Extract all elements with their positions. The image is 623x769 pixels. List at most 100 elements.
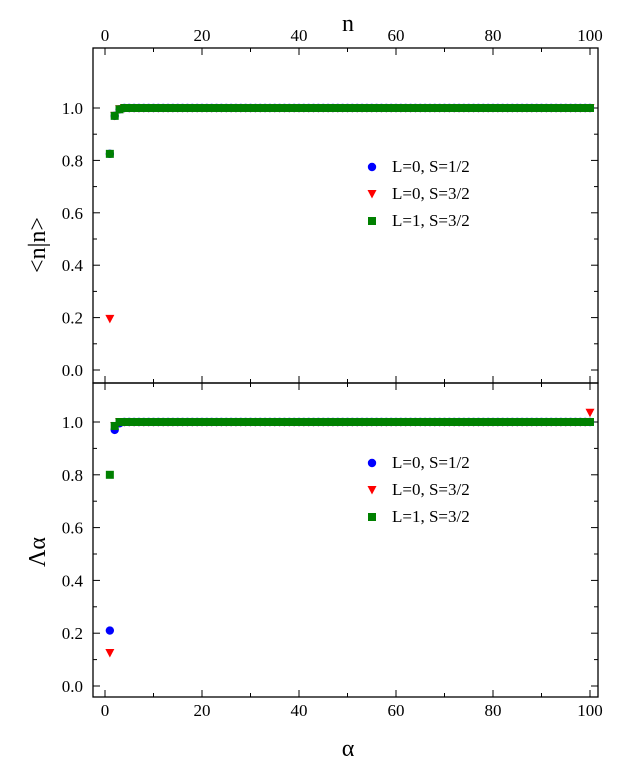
- data-point: [556, 104, 565, 112]
- data-point: [246, 418, 255, 426]
- data-point: [416, 104, 425, 112]
- legend-label: L=1, S=3/2: [392, 507, 470, 526]
- data-point: [508, 104, 517, 112]
- data-point: [464, 418, 473, 426]
- data-point: [265, 104, 274, 112]
- data-point: [469, 418, 478, 426]
- legend-entry: L=0, S=3/2: [367, 480, 470, 499]
- data-point: [304, 104, 313, 112]
- data-point: [532, 104, 541, 112]
- data-point: [459, 104, 468, 112]
- data-point: [396, 104, 405, 112]
- data-point: [503, 104, 512, 112]
- data-point: [105, 626, 115, 635]
- data-point: [295, 104, 303, 112]
- series-top-2: [105, 104, 595, 324]
- series-bottom-1: [105, 417, 595, 635]
- data-point: [299, 104, 308, 112]
- plot-frame-bottom: [92, 382, 599, 698]
- data-point: [125, 418, 134, 426]
- data-point: [115, 418, 124, 426]
- data-point: [236, 104, 245, 112]
- data-point: [251, 104, 260, 112]
- legends: L=0, S=1/2 L=0, S=3/2 L=1, S=3/2 L=0, S=1/2…: [367, 157, 470, 526]
- data-point: [154, 418, 163, 426]
- legend-label: L=0, S=1/2: [392, 453, 470, 472]
- data-point: [552, 418, 561, 426]
- data-point: [324, 418, 333, 426]
- data-point: [333, 418, 342, 426]
- data-point: [566, 104, 575, 112]
- data-point: [227, 418, 236, 426]
- data-point: [372, 418, 381, 426]
- data-point: [188, 418, 197, 426]
- data-point: [450, 418, 459, 426]
- data-point: [421, 418, 430, 426]
- data-point: [241, 104, 250, 112]
- data-point: [489, 418, 497, 426]
- data-point: [328, 418, 337, 426]
- data-point: [537, 418, 546, 426]
- data-point: [164, 418, 173, 426]
- data-point: [173, 418, 182, 426]
- data-point: [328, 104, 337, 112]
- top-x-axis-title: n: [342, 11, 354, 37]
- legend-entry: L=0, S=1/2: [367, 157, 470, 176]
- data-point: [144, 418, 153, 426]
- data-point: [193, 104, 202, 112]
- data-point: [319, 418, 328, 426]
- data-point: [479, 418, 488, 426]
- x-tick-label: 20: [194, 701, 211, 720]
- data-point: [319, 104, 328, 112]
- legend-label: L=0, S=3/2: [392, 480, 470, 499]
- data-point: [309, 418, 318, 426]
- data-point: [299, 418, 308, 426]
- y-tick-label: 0.2: [62, 309, 83, 328]
- data-point: [275, 418, 284, 426]
- data-point: [547, 104, 556, 112]
- data-point: [445, 104, 454, 112]
- data-point: [416, 418, 425, 426]
- legend-label: L=0, S=3/2: [392, 184, 470, 203]
- data-point: [561, 418, 570, 426]
- legend-marker: [367, 486, 377, 495]
- legend-label: L=1, S=3/2: [392, 211, 470, 230]
- data-point: [295, 418, 303, 426]
- data-point: [139, 104, 148, 112]
- data-point: [547, 418, 556, 426]
- data-point: [358, 104, 367, 112]
- data-point: [581, 418, 590, 426]
- data-point: [474, 418, 483, 426]
- series-bottom-3: [105, 418, 594, 479]
- data-point: [241, 418, 250, 426]
- data-point: [290, 104, 299, 112]
- data-point: [159, 104, 168, 112]
- series-bottom-2: [105, 408, 595, 658]
- plot-frames: [92, 47, 599, 698]
- data-point: [105, 649, 115, 658]
- data-point: [270, 104, 279, 112]
- data-point: [231, 104, 240, 112]
- data-point: [217, 418, 226, 426]
- data-point: [522, 418, 531, 426]
- data-point: [285, 418, 294, 426]
- data-point: [493, 418, 502, 426]
- data-point: [202, 104, 211, 112]
- data-point: [222, 418, 231, 426]
- axis-ticks: [93, 48, 598, 697]
- top-y-axis-title-text: <n|n>: [25, 217, 51, 273]
- data-point: [489, 104, 497, 112]
- data-point: [571, 418, 580, 426]
- x-tick-label: 60: [388, 701, 405, 720]
- data-point: [324, 104, 333, 112]
- data-point: [474, 104, 483, 112]
- data-point: [527, 104, 536, 112]
- data-point: [256, 418, 265, 426]
- data-point: [280, 104, 289, 112]
- legend-entry: L=0, S=3/2: [367, 184, 470, 203]
- legend-marker: [367, 190, 377, 199]
- data-point: [139, 418, 148, 426]
- data-point: [576, 104, 585, 112]
- data-point: [566, 418, 575, 426]
